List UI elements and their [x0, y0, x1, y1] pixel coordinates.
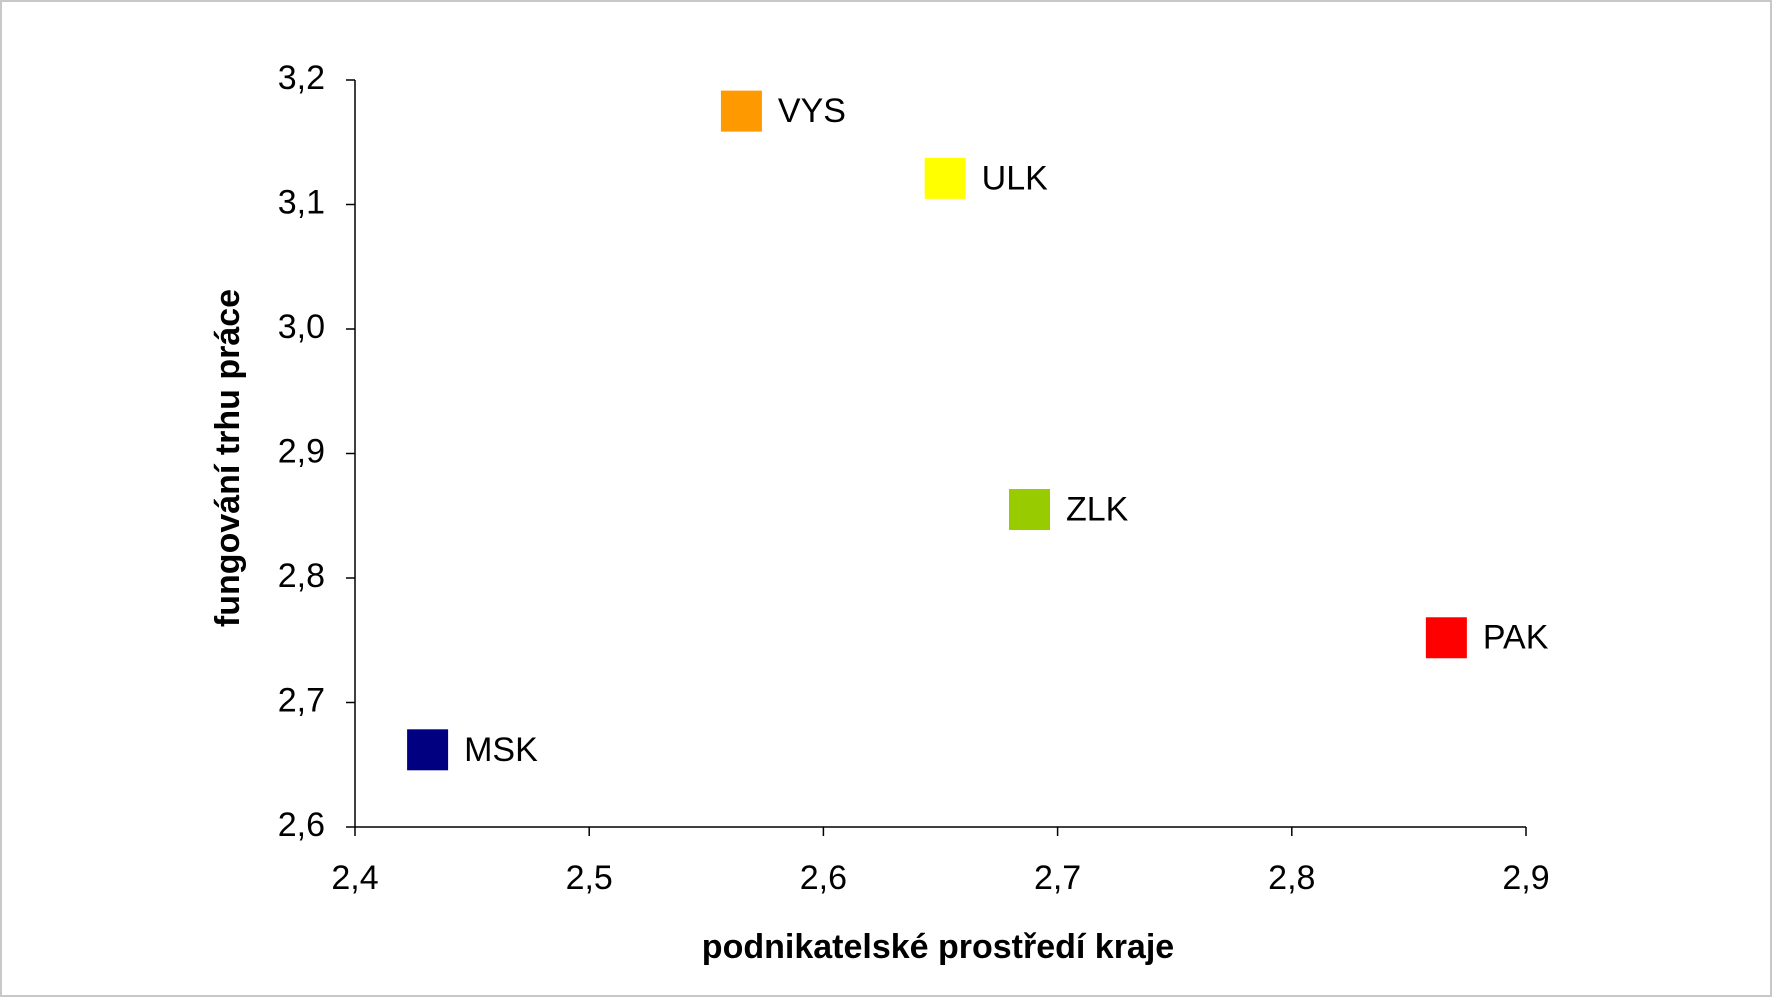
x-tick-label: 2,8	[1268, 859, 1315, 897]
point-label: PAK	[1483, 619, 1549, 657]
point	[407, 729, 449, 771]
y-tick-label: 2,8	[278, 557, 325, 595]
y-tick-label: 3,1	[278, 183, 325, 221]
x-tick-label: 2,4	[331, 859, 378, 897]
point	[924, 157, 966, 199]
y-axis-title: fungování trhu práce	[209, 289, 247, 627]
y-tick-label: 2,9	[278, 432, 325, 470]
x-tick-label: 2,5	[566, 859, 613, 897]
point-label: MSK	[464, 731, 538, 769]
x-tick-label: 2,9	[1502, 859, 1549, 897]
y-tick-label: 2,6	[278, 806, 325, 844]
point-label: ULK	[982, 159, 1048, 197]
point-label: VYS	[778, 92, 846, 130]
x-axis-title: podnikatelské prostředí kraje	[702, 928, 1174, 966]
point	[1425, 617, 1467, 659]
point	[1008, 489, 1050, 531]
y-tick-label: 3,2	[278, 59, 325, 97]
point-label: ZLK	[1066, 491, 1129, 529]
x-tick-label: 2,6	[800, 859, 847, 897]
point	[720, 90, 762, 132]
y-tick-label: 3,0	[278, 308, 325, 346]
y-tick-label: 2,7	[278, 681, 325, 719]
x-tick-label: 2,7	[1034, 859, 1081, 897]
